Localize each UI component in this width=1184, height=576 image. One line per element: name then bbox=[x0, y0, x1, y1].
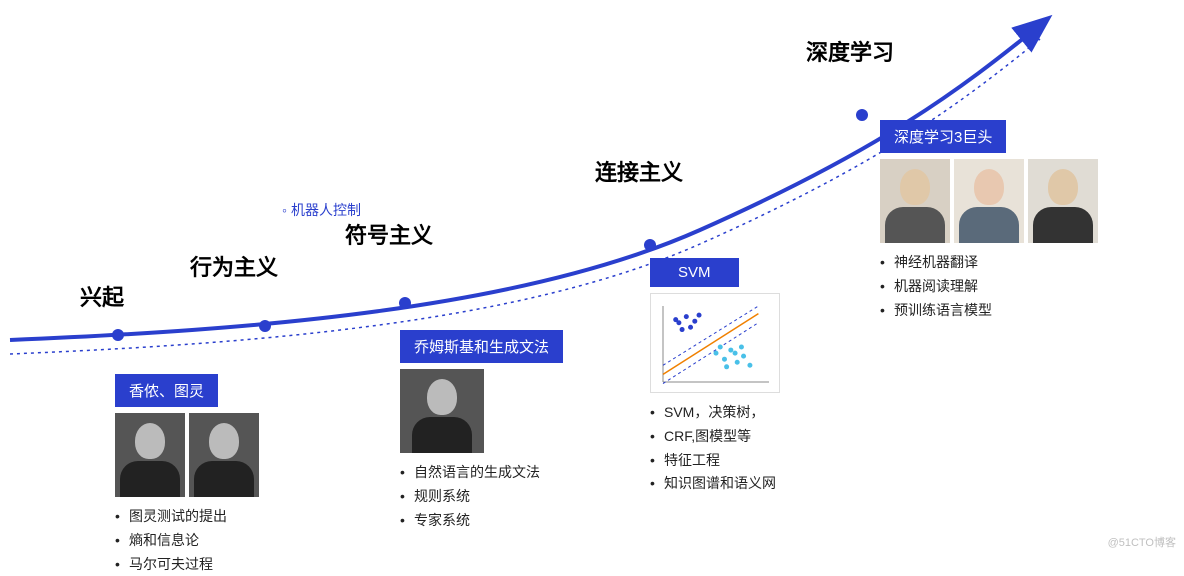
portrait-hinton bbox=[954, 159, 1024, 243]
bullet: 神经机器翻译 bbox=[880, 251, 1098, 275]
card-header: 深度学习3巨头 bbox=[880, 120, 1006, 153]
card-chomsky: 乔姆斯基和生成文法 自然语言的生成文法 规则系统 专家系统 bbox=[400, 330, 563, 532]
bullet: 熵和信息论 bbox=[115, 529, 259, 553]
stage-label-origin: 兴起 bbox=[80, 280, 124, 312]
bullet: 马尔可夫过程 bbox=[115, 553, 259, 576]
card-bullets: 神经机器翻译 机器阅读理解 预训练语言模型 bbox=[880, 251, 1098, 322]
watermark: @51CTO博客 bbox=[1108, 534, 1176, 550]
portrait-chomsky bbox=[400, 369, 484, 453]
stage-label-deeplearning: 深度学习 bbox=[806, 35, 894, 67]
robot-control-label: 机器人控制 bbox=[282, 200, 361, 220]
card-bullets: SVM，决策树， CRF,图模型等 特征工程 知识图谱和语义网 bbox=[650, 401, 780, 496]
stage-node-origin bbox=[112, 329, 124, 341]
bullet: 图灵测试的提出 bbox=[115, 505, 259, 529]
card-deep-learning: 深度学习3巨头 神经机器翻译 机器阅读理解 预训练语言模型 bbox=[880, 120, 1098, 322]
card-portraits bbox=[115, 413, 259, 497]
svm-scatter-plot bbox=[650, 293, 780, 393]
stage-label-connectionism: 连接主义 bbox=[595, 155, 683, 187]
card-header: SVM bbox=[650, 258, 739, 287]
card-header: 乔姆斯基和生成文法 bbox=[400, 330, 563, 363]
stage-node-symbolism bbox=[399, 297, 411, 309]
portrait-turing bbox=[189, 413, 259, 497]
card-svm: SVM SVM，决策树， CRF,图模型等 特征工程 知识图谱和语义网 bbox=[650, 258, 780, 496]
bullet: 专家系统 bbox=[400, 509, 563, 533]
card-header: 香侬、图灵 bbox=[115, 374, 218, 407]
stage-node-connectionism bbox=[644, 239, 656, 251]
portrait-lecun bbox=[880, 159, 950, 243]
card-shannon-turing: 香侬、图灵 图灵测试的提出 熵和信息论 马尔可夫过程 bbox=[115, 374, 259, 576]
bullet: 特征工程 bbox=[650, 449, 780, 473]
card-portraits bbox=[880, 159, 1098, 243]
portrait-bengio bbox=[1028, 159, 1098, 243]
card-portraits bbox=[400, 369, 563, 453]
bullet: SVM，决策树， bbox=[650, 401, 780, 425]
card-bullets: 图灵测试的提出 熵和信息论 马尔可夫过程 bbox=[115, 505, 259, 576]
card-bullets: 自然语言的生成文法 规则系统 专家系统 bbox=[400, 461, 563, 532]
stage-node-deeplearning bbox=[856, 109, 868, 121]
stage-node-behaviorism bbox=[259, 320, 271, 332]
stage-label-behaviorism: 行为主义 bbox=[190, 250, 278, 282]
stage-label-symbolism: 符号主义 bbox=[345, 218, 433, 250]
bullet: 知识图谱和语义网 bbox=[650, 472, 780, 496]
bullet: 机器阅读理解 bbox=[880, 275, 1098, 299]
bullet: 预训练语言模型 bbox=[880, 299, 1098, 323]
portrait-shannon bbox=[115, 413, 185, 497]
bullet: 规则系统 bbox=[400, 485, 563, 509]
bullet: 自然语言的生成文法 bbox=[400, 461, 563, 485]
bullet: CRF,图模型等 bbox=[650, 425, 780, 449]
svm-svg bbox=[651, 294, 781, 394]
